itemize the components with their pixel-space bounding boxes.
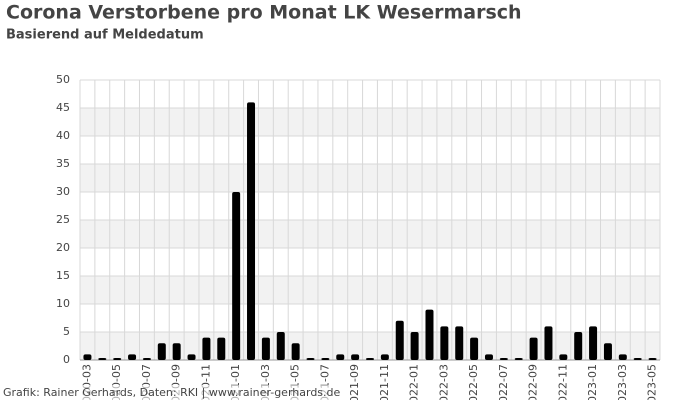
y-tick-label: 20: [56, 241, 70, 254]
x-tick-label: 2023-05: [646, 364, 659, 400]
bar: [574, 332, 583, 360]
y-tick-label: 15: [56, 269, 70, 282]
bar: [157, 343, 166, 360]
x-tick-label: 2021-11: [378, 364, 391, 400]
bar: [261, 337, 270, 360]
x-tick-label: 2022-07: [497, 364, 510, 400]
bar: [306, 358, 315, 360]
bar: [351, 354, 360, 360]
chart-title: Corona Verstorbene pro Monat LK Wesermar…: [6, 2, 522, 24]
bar: [113, 358, 122, 360]
bar: [470, 337, 479, 360]
footer-bg: [0, 385, 330, 400]
y-tick-label: 40: [56, 129, 70, 142]
bar: [276, 332, 285, 360]
bar: [589, 326, 598, 360]
x-tick-label: 2022-01: [408, 364, 421, 400]
bar: [187, 354, 196, 360]
bar: [217, 337, 226, 360]
grid-band: [80, 164, 660, 192]
x-tick-label: 2021-09: [348, 364, 361, 400]
x-tick-label: 2022-11: [556, 364, 569, 400]
bar: [321, 358, 330, 360]
bar: [559, 354, 568, 360]
y-tick-label: 0: [63, 353, 70, 366]
y-tick-label: 50: [56, 73, 70, 86]
bar: [440, 326, 449, 360]
bar: [514, 358, 523, 360]
bar: [410, 332, 419, 360]
bar: [455, 326, 464, 360]
bar: [425, 309, 434, 360]
y-tick-label: 30: [56, 185, 70, 198]
bar: [544, 326, 553, 360]
footer: Grafik: Rainer Gerhards, Daten: RKI | ww…: [3, 386, 341, 399]
bar: [98, 358, 107, 360]
y-tick-label: 5: [63, 325, 70, 338]
bar: [232, 192, 241, 360]
grid-band: [80, 220, 660, 248]
bar: [648, 358, 657, 360]
y-tick-label: 10: [56, 297, 70, 310]
x-tick-label: 2023-01: [586, 364, 599, 400]
bar: [529, 337, 538, 360]
x-tick-label: 2022-05: [467, 364, 480, 400]
grid-band: [80, 276, 660, 304]
bar: [128, 354, 137, 360]
bar: [202, 337, 211, 360]
bar: [142, 358, 151, 360]
bar: [633, 358, 642, 360]
y-tick-label: 45: [56, 101, 70, 114]
bar: [336, 354, 345, 360]
bar: [172, 343, 181, 360]
chart-subtitle: Basierend auf Meldedatum: [6, 28, 204, 43]
bar: [366, 358, 374, 360]
bar: [499, 358, 508, 360]
x-tick-label: 2022-09: [527, 364, 540, 400]
grid-band: [80, 332, 660, 360]
bar: [484, 354, 493, 360]
bar: [603, 343, 612, 360]
bar: [395, 320, 404, 360]
x-tick-label: 2023-03: [616, 364, 629, 400]
bar: [380, 354, 389, 360]
x-tick-label: 2022-03: [437, 364, 450, 400]
y-tick-label: 35: [56, 157, 70, 170]
bar: [247, 102, 256, 361]
y-tick-label: 25: [56, 213, 70, 226]
grid-band: [80, 108, 660, 136]
bar: [83, 354, 92, 360]
bar: [618, 354, 627, 360]
bar: [291, 343, 300, 360]
